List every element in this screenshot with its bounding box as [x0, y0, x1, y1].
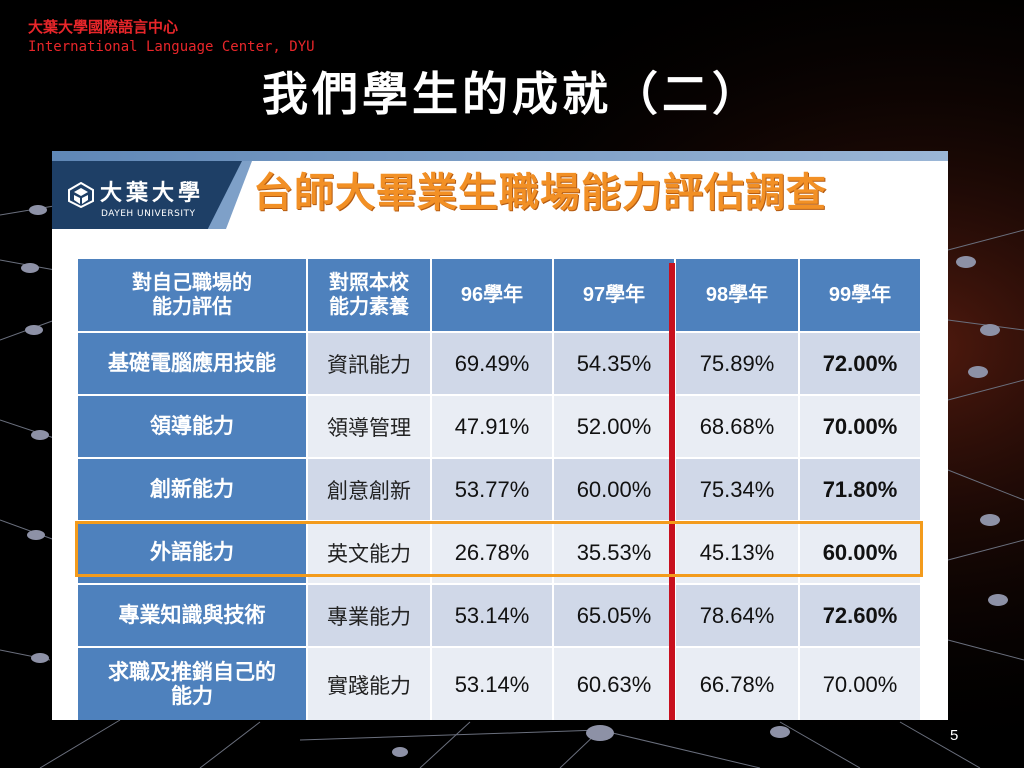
table-row-highlighted: 外語能力 英文能力 26.78% 35.53% 45.13% 60.00%	[76, 520, 922, 585]
cell-98: 45.13%	[674, 520, 800, 585]
org-name-chinese: 大葉大學國際語言中心	[28, 18, 179, 36]
cell-96: 26.78%	[430, 520, 554, 585]
cell-96: 53.77%	[430, 457, 554, 522]
header-year-98: 98學年	[674, 257, 800, 333]
cell-96: 53.14%	[430, 646, 554, 720]
header-competency: 對照本校 能力素養	[306, 257, 432, 333]
cell-98: 66.78%	[674, 646, 800, 720]
cell-99: 72.00%	[798, 331, 922, 396]
cell-99: 72.60%	[798, 583, 922, 648]
panel-top-strip	[52, 151, 948, 161]
cell-97: 54.35%	[552, 331, 676, 396]
row-ability: 創新能力	[76, 457, 308, 522]
cell-98: 75.34%	[674, 457, 800, 522]
table-row: 領導能力 領導管理 47.91% 52.00% 68.68% 70.00%	[76, 394, 922, 459]
slide-title: 我們學生的成就（二）	[262, 67, 762, 121]
row-competency: 專業能力	[306, 583, 432, 648]
header-year-96: 96學年	[430, 257, 554, 333]
cell-97: 52.00%	[552, 394, 676, 459]
cell-99: 71.80%	[798, 457, 922, 522]
cell-97: 65.05%	[552, 583, 676, 648]
survey-panel: 大葉大學 DAYEH UNIVERSITY 台師大畢業生職場能力評估調查 對自己…	[52, 151, 948, 720]
logo-name-english: DAYEH UNIVERSITY	[101, 209, 196, 219]
header-year-97: 97學年	[552, 257, 676, 333]
cell-98: 75.89%	[674, 331, 800, 396]
row-ability: 領導能力	[76, 394, 308, 459]
cell-97: 35.53%	[552, 520, 676, 585]
row-competency: 領導管理	[306, 394, 432, 459]
row-ability: 基礎電腦應用技能	[76, 331, 308, 396]
cell-98: 78.64%	[674, 583, 800, 648]
cell-96: 47.91%	[430, 394, 554, 459]
org-name-english: International Language Center, DYU	[28, 39, 315, 55]
header-year-99: 99學年	[798, 257, 922, 333]
row-competency: 實踐能力	[306, 646, 432, 720]
row-ability: 專業知識與技術	[76, 583, 308, 648]
year-divider-line	[669, 263, 675, 720]
row-competency: 創意創新	[306, 457, 432, 522]
cell-96: 53.14%	[430, 583, 554, 648]
table-row: 求職及推銷自己的 能力 實踐能力 53.14% 60.63% 66.78% 70…	[76, 646, 922, 720]
dayeh-logo-icon	[68, 182, 94, 208]
logo-name-chinese: 大葉大學	[100, 181, 205, 206]
cell-99: 70.00%	[798, 394, 922, 459]
survey-title: 台師大畢業生職場能力評估調查	[253, 170, 827, 216]
row-competency: 資訊能力	[306, 331, 432, 396]
table-row: 創新能力 創意創新 53.77% 60.00% 75.34% 71.80%	[76, 457, 922, 522]
header-ability: 對自己職場的 能力評估	[76, 257, 308, 333]
cell-99: 60.00%	[798, 520, 922, 585]
table-row: 專業知識與技術 專業能力 53.14% 65.05% 78.64% 72.60%	[76, 583, 922, 648]
page-number: 5	[950, 727, 959, 744]
cell-99: 70.00%	[798, 646, 922, 720]
table-row: 基礎電腦應用技能 資訊能力 69.49% 54.35% 75.89% 72.00…	[76, 331, 922, 396]
cell-98: 68.68%	[674, 394, 800, 459]
table-header-row: 對自己職場的 能力評估 對照本校 能力素養 96學年 97學年 98學年 99學…	[76, 257, 922, 333]
competency-table: 對自己職場的 能力評估 對照本校 能力素養 96學年 97學年 98學年 99學…	[76, 257, 922, 720]
cell-96: 69.49%	[430, 331, 554, 396]
row-competency: 英文能力	[306, 520, 432, 585]
logo-banner: 大葉大學 DAYEH UNIVERSITY	[52, 161, 242, 229]
cell-97: 60.63%	[552, 646, 676, 720]
cell-97: 60.00%	[552, 457, 676, 522]
row-ability: 外語能力	[76, 520, 308, 585]
row-ability: 求職及推銷自己的 能力	[76, 646, 308, 720]
